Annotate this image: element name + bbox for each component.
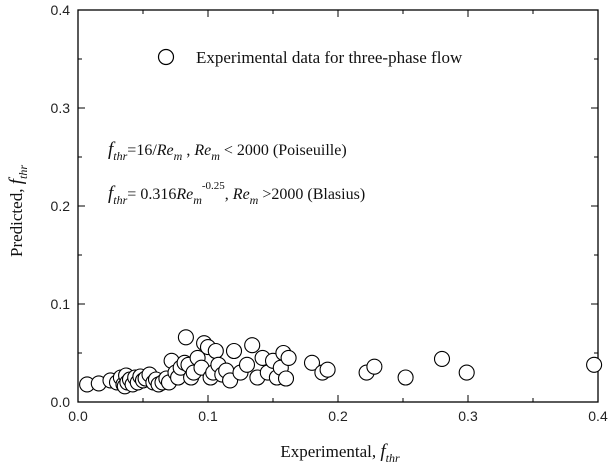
formula1-re: Re (156, 142, 174, 159)
x-axis-title-main: Experimental, (280, 442, 380, 461)
formula-blasius: fthr= 0.316Rem-0.25, Rem >2000 (Blasius) (108, 180, 365, 207)
formula2-exp: -0.25 (202, 180, 225, 192)
data-point (244, 337, 261, 354)
plot-frame (77, 9, 599, 403)
formula2-thr: thr (113, 193, 127, 207)
formula1-comma: , (182, 142, 194, 159)
data-point (280, 349, 297, 366)
formula1-thr: thr (113, 149, 127, 163)
x-tick-label: 0.0 (68, 408, 88, 424)
data-point (319, 361, 336, 378)
data-point (207, 342, 224, 360)
data-point (303, 354, 321, 371)
x-tick-label: 0.3 (458, 408, 478, 424)
formula1-rest: < 2000 (Poiseuille) (220, 142, 347, 159)
plot-area: 0.0 0.1 0.2 0.3 0.4 0.0 0.1 0.2 0.3 0.4 (51, 2, 608, 424)
x-tick-label: 0.2 (328, 408, 348, 424)
data-point (586, 356, 603, 373)
y-tick-label: 0.4 (51, 2, 71, 18)
formula2-m: m (193, 193, 202, 207)
data-point (238, 356, 256, 373)
formula2-eq: = 0.316 (127, 186, 176, 203)
formula1-m2: m (211, 149, 220, 163)
formula2-re2: Re (232, 186, 250, 203)
legend-marker (157, 48, 175, 66)
legend: Experimental data for three-phase flow (157, 48, 463, 67)
y-axis-title: Predicted, fthr (6, 165, 30, 257)
data-points (79, 329, 603, 395)
formula-poiseuille: fthr=16/Rem , Rem < 2000 (Poiseuille) (108, 139, 347, 163)
formula2-comma: , (225, 186, 233, 203)
x-axis-title-sub: thr (386, 451, 400, 465)
legend-label: Experimental data for three-phase flow (196, 48, 463, 67)
data-point (433, 350, 451, 367)
data-point (458, 364, 475, 381)
formula1-re2: Re (193, 142, 211, 159)
x-tick-label: 0.4 (588, 408, 608, 424)
y-tick-label: 0.1 (51, 296, 71, 312)
axis-ticks: 0.0 0.1 0.2 0.3 0.4 0.0 0.1 0.2 0.3 0.4 (51, 2, 608, 424)
y-tick-label: 0.2 (51, 198, 71, 214)
y-axis-title-sub: thr (16, 165, 30, 179)
x-axis-title: Experimental, fthr (280, 441, 400, 465)
formula1-f: f (108, 139, 116, 160)
x-tick-label: 0.1 (198, 408, 218, 424)
x-axis-title-var: f (380, 441, 388, 462)
data-point (366, 358, 383, 375)
data-point (397, 369, 414, 386)
data-point (277, 370, 295, 387)
data-point (177, 329, 194, 346)
formula2-m2: m (250, 193, 259, 207)
y-axis-title-main: Predicted, (7, 184, 26, 257)
formula1-m: m (174, 149, 183, 163)
y-tick-label: 0.0 (51, 394, 71, 410)
formula2-f: f (108, 183, 116, 204)
data-point (225, 342, 243, 360)
y-tick-label: 0.3 (51, 100, 71, 116)
y-axis-title-var: f (6, 176, 27, 184)
formula1-eq: =16/ (127, 142, 157, 159)
formula2-rest: >2000 (Blasius) (258, 186, 365, 203)
formula2-re: Re (175, 186, 193, 203)
